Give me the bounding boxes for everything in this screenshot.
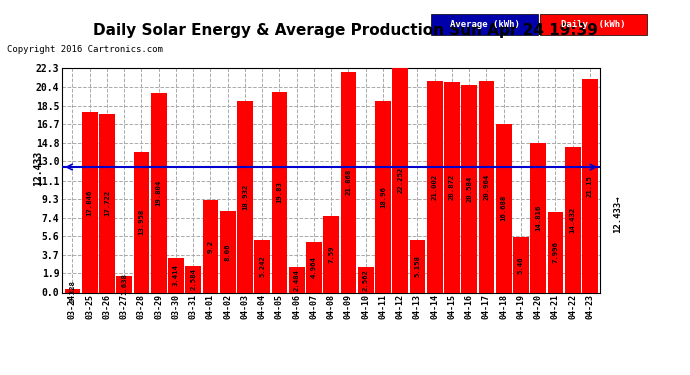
Text: Daily  (kWh): Daily (kWh): [561, 20, 625, 29]
Text: 20.872: 20.872: [449, 174, 455, 200]
Bar: [513, 237, 529, 292]
Bar: [64, 289, 80, 292]
Text: 12.433: 12.433: [33, 151, 43, 186]
Text: 17.722: 17.722: [104, 190, 110, 216]
Bar: [582, 79, 598, 292]
Text: 19.83: 19.83: [277, 182, 282, 203]
Bar: [340, 72, 356, 292]
Text: 21.15: 21.15: [587, 175, 593, 197]
Text: 19.804: 19.804: [156, 180, 161, 206]
Bar: [392, 68, 408, 292]
Bar: [81, 112, 97, 292]
Text: 21.868: 21.868: [346, 169, 351, 195]
Bar: [426, 81, 442, 292]
Bar: [271, 92, 287, 292]
Bar: [202, 200, 218, 292]
Text: 4.964: 4.964: [311, 256, 317, 278]
Bar: [375, 101, 391, 292]
Text: 17.846: 17.846: [87, 189, 92, 216]
Bar: [478, 81, 494, 292]
Bar: [133, 152, 149, 292]
Text: 12.433→: 12.433→: [613, 195, 622, 232]
Text: 0.328: 0.328: [70, 280, 75, 302]
Bar: [99, 114, 115, 292]
Bar: [564, 147, 580, 292]
Bar: [461, 85, 477, 292]
Text: 3.414: 3.414: [173, 264, 179, 286]
Bar: [185, 266, 201, 292]
Text: Copyright 2016 Cartronics.com: Copyright 2016 Cartronics.com: [7, 45, 163, 54]
Text: Daily Solar Energy & Average Production Sun Apr 24 19:39: Daily Solar Energy & Average Production …: [92, 22, 598, 38]
Bar: [530, 143, 546, 292]
Text: 22.252: 22.252: [397, 167, 403, 194]
Text: 16.688: 16.688: [501, 195, 506, 221]
Text: 1.638: 1.638: [121, 273, 127, 295]
Text: 2.484: 2.484: [294, 269, 299, 291]
Text: 18.96: 18.96: [380, 186, 386, 208]
Bar: [219, 211, 235, 292]
Text: 5.242: 5.242: [259, 255, 265, 277]
Bar: [547, 212, 563, 292]
Bar: [306, 242, 322, 292]
Text: 7.996: 7.996: [553, 241, 558, 263]
Bar: [409, 240, 425, 292]
Bar: [168, 258, 184, 292]
Bar: [288, 267, 304, 292]
Text: 20.964: 20.964: [484, 174, 489, 200]
Bar: [444, 82, 460, 292]
Text: 21.002: 21.002: [432, 173, 437, 200]
Bar: [254, 240, 270, 292]
Text: 5.46: 5.46: [518, 256, 524, 274]
Bar: [116, 276, 132, 292]
Text: 2.562: 2.562: [363, 268, 368, 291]
Text: 14.432: 14.432: [570, 207, 575, 233]
Text: 9.2: 9.2: [208, 240, 213, 253]
Text: 5.158: 5.158: [415, 255, 420, 278]
Bar: [357, 267, 373, 292]
Bar: [150, 93, 167, 292]
Text: 7.59: 7.59: [328, 246, 334, 263]
Bar: [323, 216, 339, 292]
Bar: [495, 124, 511, 292]
Bar: [237, 102, 253, 292]
Text: Average (kWh): Average (kWh): [450, 20, 520, 29]
Text: 18.932: 18.932: [242, 184, 248, 210]
Text: 13.958: 13.958: [139, 209, 144, 235]
Text: 14.816: 14.816: [535, 205, 541, 231]
Text: 20.584: 20.584: [466, 176, 472, 202]
Text: 2.584: 2.584: [190, 268, 196, 290]
Text: 8.06: 8.06: [225, 243, 230, 261]
